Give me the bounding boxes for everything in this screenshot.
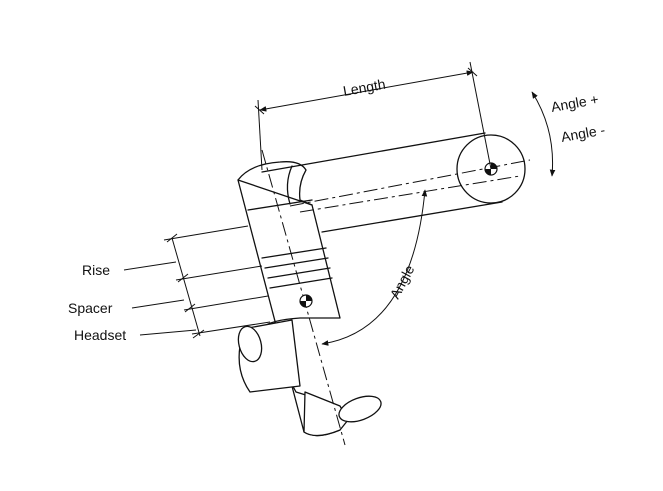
down-tube-end <box>338 395 382 423</box>
steerer-tube <box>237 161 382 437</box>
headset-label: Headset <box>74 327 126 343</box>
spacer-label: Spacer <box>68 300 113 316</box>
length-label: Length <box>342 76 387 99</box>
steerer-center-mark <box>299 294 313 308</box>
stem-angle-arc <box>321 189 428 346</box>
length-dimension <box>254 61 492 171</box>
rise-spacer-headset-dimension <box>123 225 271 339</box>
angle-minus-label: Angle - <box>560 121 607 145</box>
angle-plus-minus-arc <box>531 91 556 177</box>
rise-label: Rise <box>82 262 110 278</box>
angle-plus-label: Angle + <box>550 91 600 115</box>
angle-label: Angle <box>387 262 418 301</box>
top-tube-end <box>237 325 263 363</box>
